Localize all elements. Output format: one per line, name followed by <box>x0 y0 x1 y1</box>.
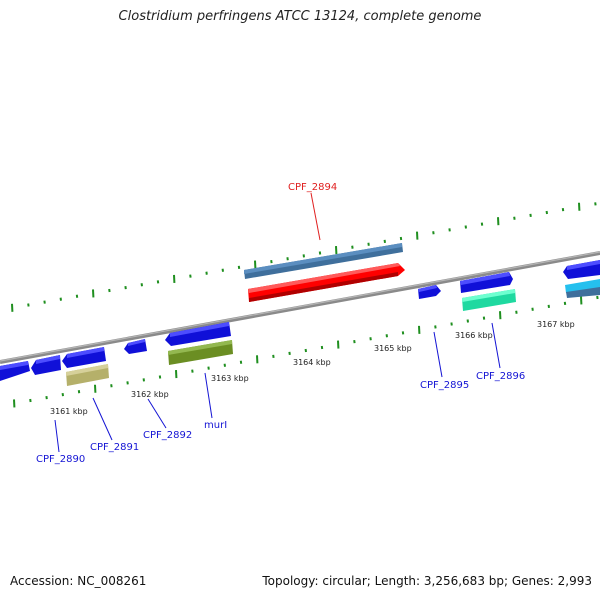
feature-cpf2891[interactable] <box>62 347 109 386</box>
feature-right-edge[interactable] <box>563 260 600 298</box>
leader-cpf2896 <box>491 322 501 369</box>
scale-label: 3162 kbp <box>131 390 169 399</box>
gene-label-cpf2890[interactable]: CPF_2890 <box>36 454 85 465</box>
leader-muri <box>204 372 213 419</box>
genome-summary-text: Topology: circular; Length: 3,256,683 bp… <box>262 574 592 588</box>
gene-label-cpf2894[interactable]: CPF_2894 <box>288 182 337 193</box>
leader-cpf2894 <box>310 192 321 241</box>
feature-cpf2895[interactable] <box>418 285 441 299</box>
feature-cpf2890[interactable] <box>31 355 61 375</box>
gene-label-cpf2891[interactable]: CPF_2891 <box>90 442 139 453</box>
feature-cpf2896-rna[interactable] <box>462 289 516 311</box>
accession-text: Accession: NC_008261 <box>10 574 147 588</box>
scale-label: 3165 kbp <box>374 344 412 353</box>
outer-tick-row <box>11 202 597 312</box>
gene-label-cpf2896[interactable]: CPF_2896 <box>476 371 525 382</box>
scale-label: 3163 kbp <box>211 374 249 383</box>
feature-muri[interactable] <box>165 322 233 365</box>
map-title: Clostridium perfringens ATCC 13124, comp… <box>118 9 482 24</box>
feature-cpf2896[interactable] <box>460 272 513 293</box>
leader-cpf2891 <box>92 397 113 441</box>
leader-cpf2895 <box>433 331 443 378</box>
feature-cpf2894-top[interactable] <box>244 243 403 279</box>
gene-label-cpf2895[interactable]: CPF_2895 <box>420 380 469 391</box>
scale-label: 3166 kbp <box>455 331 493 340</box>
inner-tick-row <box>13 295 599 408</box>
scale-label: 3164 kbp <box>293 358 331 367</box>
genome-backbone-highlight <box>0 251 600 362</box>
scale-label: 3161 kbp <box>50 407 88 416</box>
feature-cpf2894[interactable] <box>248 263 405 302</box>
leader-cpf2890 <box>54 419 60 453</box>
scale-label: 3167 kbp <box>537 320 575 329</box>
gene-label-cpf2892[interactable]: CPF_2892 <box>143 430 192 441</box>
gene-label-muri[interactable]: murI <box>204 420 227 431</box>
feature-cpf2892[interactable] <box>124 339 147 354</box>
leader-cpf2892 <box>147 398 167 429</box>
genome-backbone <box>0 251 600 364</box>
feature-left-edge[interactable] <box>0 361 30 381</box>
